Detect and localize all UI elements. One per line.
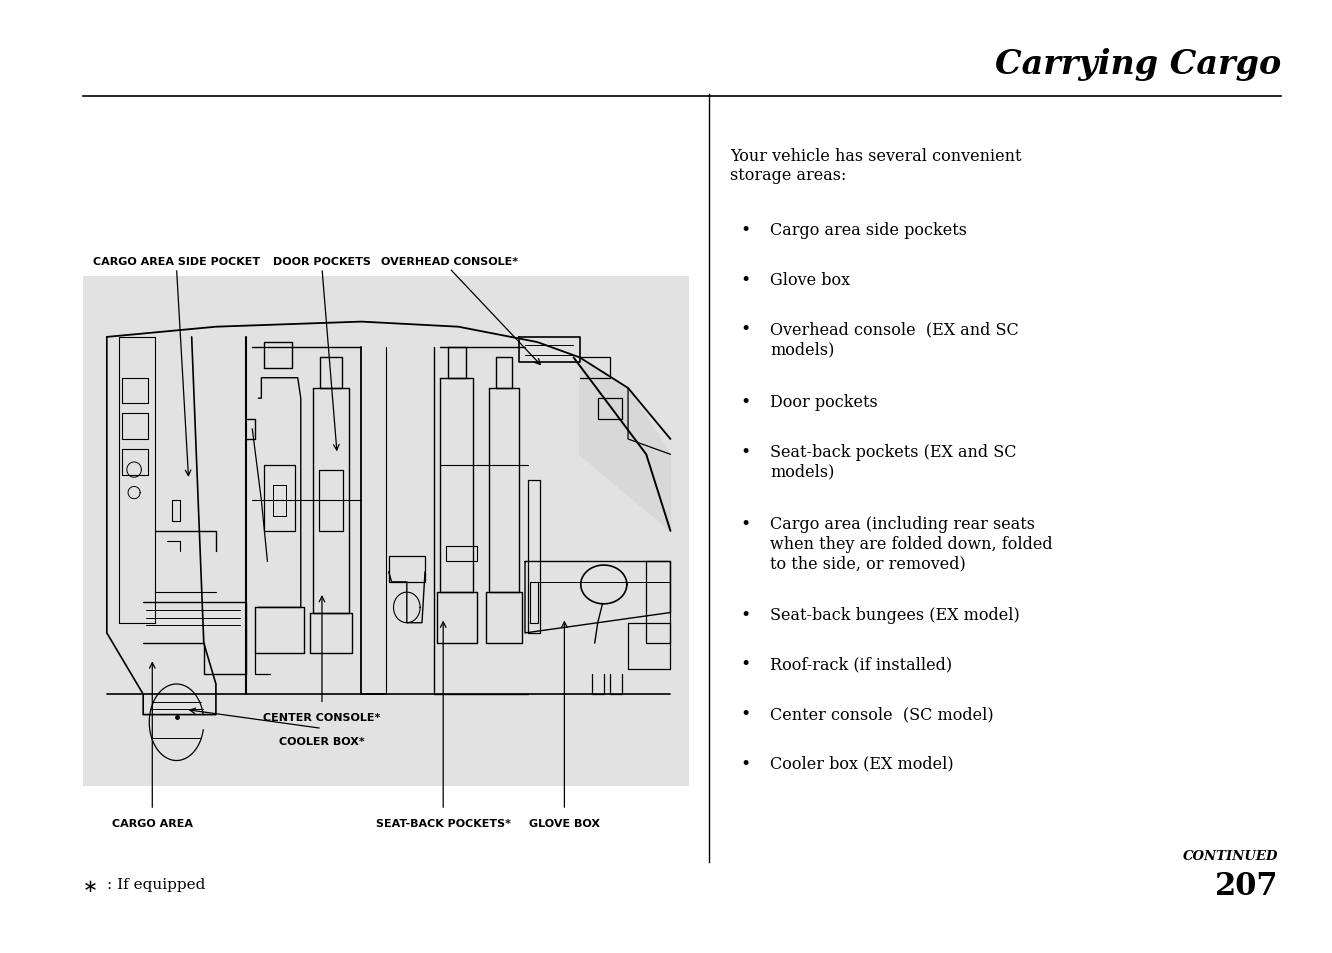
Text: •: •	[741, 705, 751, 722]
Text: •: •	[741, 606, 751, 623]
Text: Seat-back bungees (EX model): Seat-back bungees (EX model)	[770, 606, 1020, 623]
Text: GLOVE BOX: GLOVE BOX	[529, 818, 599, 828]
Text: COOLER BOX*: COOLER BOX*	[280, 737, 365, 746]
Text: SEAT-BACK POCKETS*: SEAT-BACK POCKETS*	[376, 818, 510, 828]
Text: Cooler box (EX model): Cooler box (EX model)	[770, 755, 954, 772]
Text: Glove box: Glove box	[770, 272, 850, 289]
Text: •: •	[741, 443, 751, 460]
Text: CENTER CONSOLE*: CENTER CONSOLE*	[264, 712, 381, 722]
Text: •: •	[741, 755, 751, 772]
Text: Before Driving: Before Driving	[1280, 489, 1293, 598]
Text: 207: 207	[1215, 870, 1279, 901]
Text: CARGO AREA SIDE POCKET: CARGO AREA SIDE POCKET	[93, 257, 260, 267]
Text: : If equipped: : If equipped	[107, 877, 205, 891]
Text: Door pockets: Door pockets	[770, 394, 878, 411]
Text: ∗: ∗	[83, 877, 97, 895]
Text: •: •	[741, 222, 751, 239]
Text: •: •	[741, 321, 751, 338]
Text: Cargo area (including rear seats
when they are folded down, folded
to the side, : Cargo area (including rear seats when th…	[770, 516, 1052, 572]
Text: Roof-rack (if installed): Roof-rack (if installed)	[770, 656, 952, 673]
Polygon shape	[579, 358, 670, 532]
Text: •: •	[741, 272, 751, 289]
Text: CONTINUED: CONTINUED	[1183, 849, 1279, 862]
Text: Your vehicle has several convenient
storage areas:: Your vehicle has several convenient stor…	[730, 148, 1022, 184]
Text: Center console  (SC model): Center console (SC model)	[770, 705, 994, 722]
Text: Overhead console  (EX and SC
models): Overhead console (EX and SC models)	[770, 321, 1019, 357]
Bar	[83, 276, 689, 786]
Text: DOOR POCKETS: DOOR POCKETS	[273, 257, 370, 267]
Text: Seat-back pockets (EX and SC
models): Seat-back pockets (EX and SC models)	[770, 443, 1016, 479]
Text: CARGO AREA: CARGO AREA	[112, 818, 193, 828]
Text: Cargo area side pockets: Cargo area side pockets	[770, 222, 967, 239]
Text: Carrying Cargo: Carrying Cargo	[995, 48, 1281, 81]
Text: •: •	[741, 516, 751, 533]
Text: •: •	[741, 656, 751, 673]
Text: •: •	[741, 394, 751, 411]
Text: OVERHEAD CONSOLE*: OVERHEAD CONSOLE*	[381, 257, 518, 267]
